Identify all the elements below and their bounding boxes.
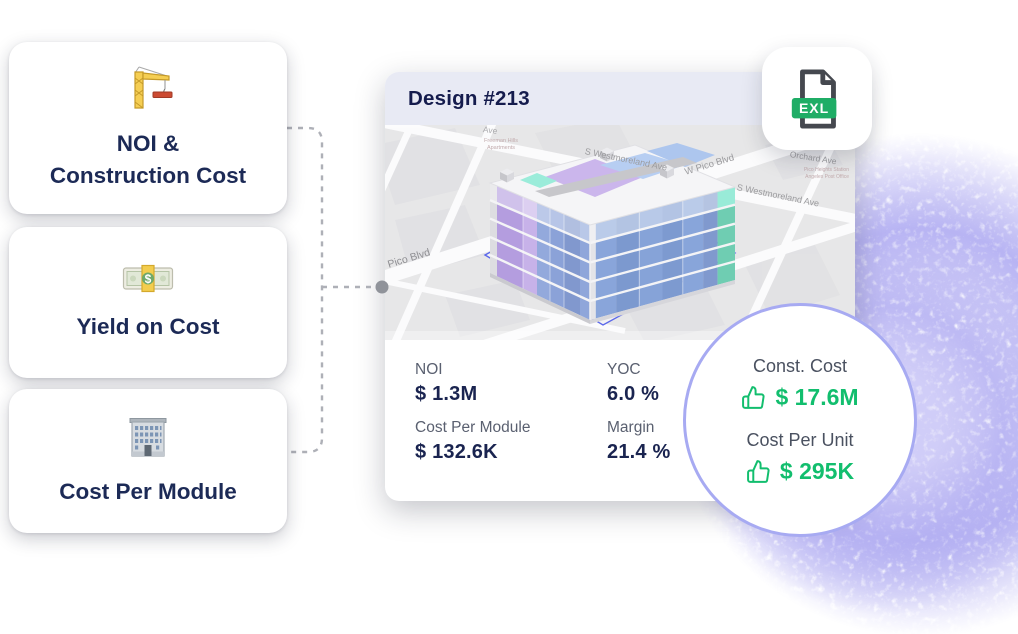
result-const-cost: Const. Cost $ 17.6M xyxy=(741,355,859,411)
feature-card-yield-on-cost[interactable]: $ Yield on Cost xyxy=(9,227,287,378)
street-label: Ave xyxy=(482,125,499,136)
stat-value: 21.4 % xyxy=(607,441,671,463)
stat-noi: NOI $ 1.3M xyxy=(415,361,607,406)
result-value-row: $ 17.6M xyxy=(741,383,859,411)
stat-label: YOC xyxy=(607,361,641,378)
result-label: Cost Per Unit xyxy=(746,429,854,450)
exl-file-icon: EXL xyxy=(791,68,837,129)
stat-yoc: YOC 6.0 % xyxy=(607,361,855,406)
export-excel-badge[interactable]: EXL xyxy=(762,47,872,150)
poi-label: Freeman Hills Apartments xyxy=(484,138,518,152)
result-value-row: $ 295K xyxy=(746,458,854,485)
result-value: $ 295K xyxy=(779,457,855,484)
money-stack-icon: $ xyxy=(122,264,174,292)
stat-cost-per-module: Cost Per Module $ 132.6K xyxy=(415,419,607,464)
stat-label: Cost Per Module xyxy=(415,419,531,436)
crane-icon xyxy=(134,66,173,109)
exl-label: EXL xyxy=(799,100,829,116)
stat-value: $ 1.3M xyxy=(415,383,478,405)
result-cost-per-unit: Cost Per Unit $ 295K xyxy=(746,430,854,485)
connector-lines xyxy=(287,126,389,454)
feature-card-label: NOI & Construction Cost xyxy=(49,131,247,188)
stat-value: $ 132.6K xyxy=(415,441,498,463)
svg-text:$: $ xyxy=(145,272,152,286)
design-card-title: Design #213 xyxy=(408,86,530,110)
feature-card-label: Yield on Cost xyxy=(76,313,220,339)
design-card: Design #213 xyxy=(385,72,855,501)
stat-label: NOI xyxy=(415,361,443,378)
result-bubble: Const. Cost $ 17.6M Cost Per Unit $ 295K xyxy=(683,303,917,537)
stat-label: Margin xyxy=(607,419,655,436)
thumbs-up-icon xyxy=(742,385,765,409)
result-label: Const. Cost xyxy=(752,355,848,376)
office-building-icon xyxy=(129,418,167,457)
stat-value: 6.0 % xyxy=(607,383,660,405)
feature-card-label: Cost Per Module xyxy=(59,479,237,505)
result-value: $ 17.6M xyxy=(775,383,859,410)
feature-card-cost-per-module[interactable]: Cost Per Module xyxy=(9,389,287,533)
poi-label: Pico Heights Station Angeles Post Office xyxy=(803,167,849,180)
design-stats: NOI $ 1.3M YOC 6.0 % Cost Per Module $ 1… xyxy=(385,340,855,464)
stat-margin: Margin 21.4 % xyxy=(607,419,855,464)
feature-card-noi-construction-cost[interactable]: NOI & Construction Cost xyxy=(9,42,287,214)
thumbs-up-icon xyxy=(747,459,770,483)
